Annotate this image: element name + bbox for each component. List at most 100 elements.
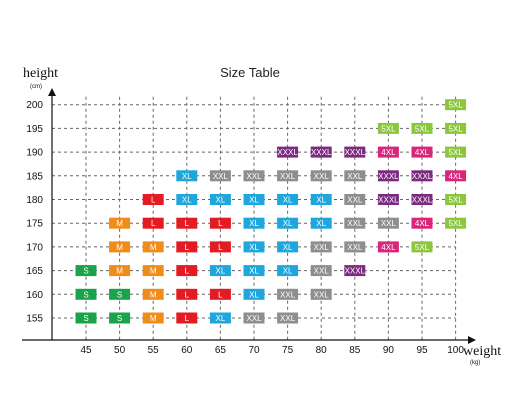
size-badge: 5XL [445, 122, 467, 134]
size-badge: 4XL [411, 217, 433, 229]
size-badge: XXXL [377, 170, 399, 182]
axes [22, 88, 476, 344]
size-badge-label: XL [216, 196, 226, 205]
y-axis-arrow [48, 88, 56, 96]
size-badge-box [411, 241, 433, 253]
size-badge-box [344, 241, 366, 253]
size-badge-box [377, 170, 399, 182]
size-badge-label: L [185, 243, 190, 252]
size-badge: S [75, 288, 97, 300]
size-badge: 5XL [411, 241, 433, 253]
size-badge-label: XL [249, 196, 259, 205]
size-badge-box [142, 241, 164, 253]
size-badge: M [142, 288, 164, 300]
size-badge-box [377, 241, 399, 253]
size-badge-box [445, 194, 467, 205]
size-badge-label: L [185, 267, 190, 276]
size-badge: XXL [243, 170, 265, 182]
size-badge-box [344, 265, 366, 277]
y-tick-label: 195 [26, 124, 43, 135]
size-badge-box [209, 312, 231, 324]
size-badge-box [75, 265, 97, 277]
size-badge: L [142, 217, 164, 229]
y-tick-label: 200 [26, 100, 43, 111]
size-badge-box [344, 194, 366, 205]
size-badge: XXXL [277, 146, 298, 158]
size-badge: 5XL [445, 99, 467, 111]
y-axis-label: height [23, 66, 58, 81]
size-badge-label: XXL [347, 172, 363, 181]
size-badge-label: XXL [213, 172, 229, 181]
size-badge-label: M [116, 267, 123, 276]
size-badge: XL [310, 217, 332, 229]
size-badge-label: S [83, 290, 88, 299]
x-tick-label: 80 [316, 345, 328, 356]
size-badge-label: L [151, 196, 156, 205]
y-tick-label: 155 [26, 314, 43, 325]
size-badge: M [109, 241, 131, 253]
size-badge: XXL [277, 288, 299, 300]
size-badge-box [344, 146, 366, 158]
size-badge-label: XL [283, 219, 293, 228]
y-axis-unit: (cm) [30, 84, 42, 90]
size-badge-label: L [218, 219, 223, 228]
size-badge-label: 5XL [415, 124, 430, 133]
size-badge: XL [277, 241, 299, 253]
size-badge-label: L [218, 290, 223, 299]
size-badge-box [75, 288, 97, 300]
size-badge-label: XL [216, 267, 226, 276]
size-badge-box [209, 170, 231, 182]
size-badge-box [209, 217, 231, 229]
size-badge-label: XXL [280, 172, 296, 181]
size-badge-box [176, 241, 198, 253]
size-badge: XL [176, 194, 198, 205]
size-badge-box [209, 241, 231, 253]
x-axis-arrow [468, 336, 476, 344]
size-badge-box [411, 146, 433, 158]
size-badge: M [109, 265, 131, 277]
size-badge-box [109, 312, 131, 324]
size-badge-box [176, 217, 198, 229]
size-badge-box [109, 288, 131, 300]
size-badge-box [310, 170, 332, 182]
x-tick-label: 45 [80, 345, 92, 356]
size-badge-box [310, 217, 332, 229]
size-badge-box [75, 312, 97, 324]
size-badge-box [176, 288, 198, 300]
size-badge: 5XL [445, 146, 467, 158]
size-badge-box [243, 241, 265, 253]
size-badge: XXXL [344, 146, 366, 158]
size-badge: L [176, 312, 198, 324]
size-badge-box [109, 265, 131, 277]
size-badge-box [310, 288, 332, 300]
x-tick-label: 75 [282, 345, 294, 356]
y-tick-label: 165 [26, 266, 43, 277]
size-badge-box [109, 217, 131, 229]
size-badge-box [142, 288, 164, 300]
size-badge: XXL [377, 217, 399, 229]
size-badge-label: XXXL [412, 172, 433, 181]
size-badges: 5XL 5XL 5XL 5XL XXXL XXXL XXXL 4XL 4XL 5XL XL XXL XX… [75, 99, 467, 324]
size-badge-box [243, 312, 265, 324]
size-badge-box [209, 265, 231, 277]
size-badge-box [109, 241, 131, 253]
size-badge-box [277, 194, 299, 205]
size-badge: L [176, 265, 198, 277]
chart-title: Size Table [220, 65, 280, 80]
size-badge-label: XXL [314, 172, 330, 181]
size-badge-box [377, 194, 399, 205]
size-badge: XL [243, 194, 265, 205]
size-badge: L [142, 194, 164, 205]
size-badge-label: M [150, 314, 157, 323]
tick-labels: 45 50 55 60 65 70 75 80 85 90 95 100 155 160 165 170 175… [26, 100, 464, 356]
size-badge-box [445, 99, 467, 111]
size-badge-label: 5XL [448, 219, 463, 228]
size-badge-box [243, 288, 265, 300]
y-tick-label: 175 [26, 219, 43, 230]
size-badge-label: L [185, 219, 190, 228]
size-badge: XXXL [411, 194, 433, 205]
size-badge-label: XXL [347, 196, 363, 205]
size-badge: XL [243, 265, 265, 277]
size-badge-label: 5XL [448, 101, 463, 110]
y-tick-label: 170 [26, 242, 43, 253]
